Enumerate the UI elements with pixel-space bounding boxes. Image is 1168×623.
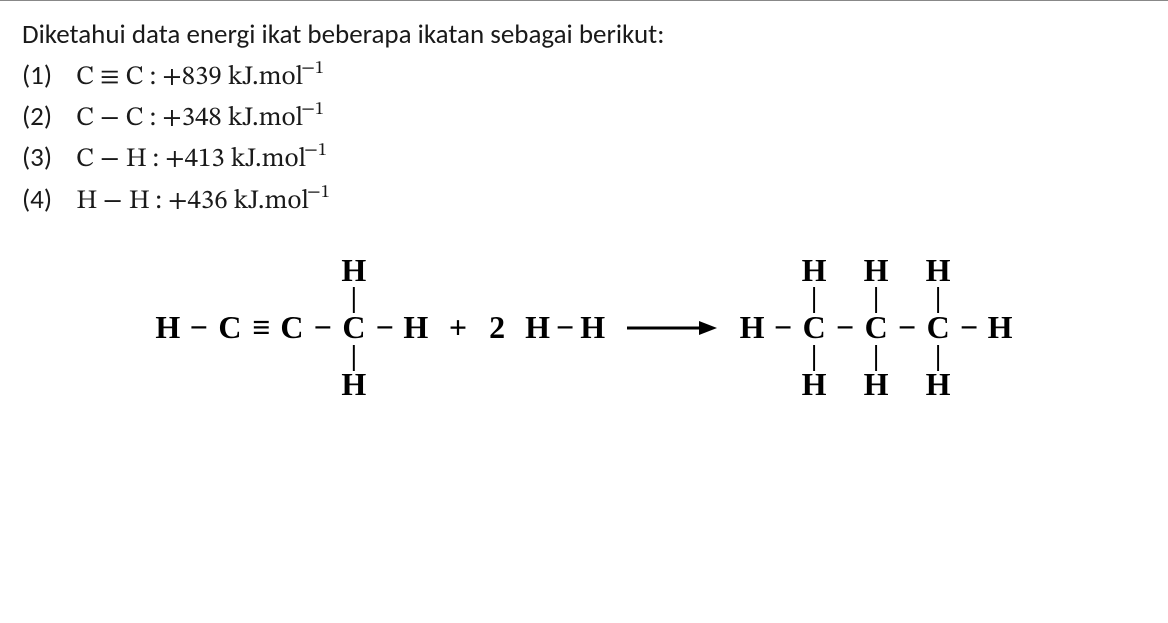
atom-mid: H [155, 309, 180, 347]
atom-b: C [126, 58, 144, 97]
colon: : [150, 99, 157, 138]
hbond-col: − [831, 253, 859, 403]
product-molecule: H−H|C|H−H|C|H−H|C|H−H [735, 253, 1017, 403]
atom-col: C [213, 253, 247, 403]
h-atom: H [580, 309, 605, 346]
atom-a: C [76, 140, 94, 179]
vbond-top: | [351, 289, 357, 309]
atom-b: C [126, 99, 144, 138]
atom-col: H|C|H [797, 253, 831, 403]
atom-col: H [151, 253, 185, 403]
horizontal-bond: − [893, 309, 921, 347]
bond-number: (4) [22, 180, 62, 219]
bond-formula: H−H:+436kJ.mol−1 [76, 181, 330, 221]
bond-symbol: ≡ [100, 58, 119, 97]
atom-mid: H [403, 309, 428, 347]
bond-number: (2) [22, 97, 62, 136]
bond-unit: kJ.mol−1 [228, 57, 324, 97]
bond-number: (3) [22, 138, 62, 177]
horizontal-bond: − [309, 309, 337, 347]
atom-mid: H [740, 309, 765, 347]
atom-col: C [275, 253, 309, 403]
hbond-col: − [185, 253, 213, 403]
bond-symbol: − [103, 182, 122, 221]
vbond-top: | [873, 289, 879, 309]
bond-line: (3) C−H:+413kJ.mol−1 [22, 138, 1146, 179]
atom-col: H [983, 253, 1017, 403]
bond-energy-list: (1)C≡C:+839kJ.mol−1(2)C−C:+348kJ.mol−1(3… [22, 56, 1146, 221]
hbond-col: − [309, 253, 337, 403]
hbond-col: − [769, 253, 797, 403]
vbond-bot: | [873, 347, 879, 367]
bond-formula: C−H:+413kJ.mol−1 [76, 139, 327, 179]
bond-value: +839 [162, 58, 222, 97]
atom-col: H [735, 253, 769, 403]
unit-sup: −1 [301, 60, 324, 78]
atom-mid: C [280, 309, 303, 347]
coefficient-2: 2 [483, 309, 511, 346]
reaction-arrow-icon [627, 319, 717, 337]
single-bond: − [556, 309, 574, 346]
bond-formula: C≡C:+839kJ.mol−1 [76, 57, 324, 97]
bond-unit: kJ.mol−1 [231, 139, 327, 179]
atom-bot: H [341, 367, 366, 403]
colon: : [155, 182, 162, 221]
vbond-bot: | [811, 347, 817, 367]
bond-symbol: − [100, 99, 119, 138]
colon: : [150, 58, 157, 97]
vbond-top: | [935, 289, 941, 309]
atom-col: H|C|H [921, 253, 955, 403]
bond-line: (1) C≡C:+839kJ.mol−1 [22, 56, 1146, 97]
atom-bot: H [926, 367, 951, 403]
hbond-col: − [955, 253, 983, 403]
reaction-wrap: H−C≡C−H|C|H−H + 2 H − H H−H|C|H−H|C|H−H|… [22, 253, 1146, 403]
bond-number: (1) [22, 56, 62, 95]
unit-sup: −1 [307, 184, 330, 202]
vbond-bot: | [935, 347, 941, 367]
atom-bot: H [802, 367, 827, 403]
reactant-molecule: H−C≡C−H|C|H−H [151, 253, 433, 403]
bond-value: +413 [165, 140, 225, 179]
plus-sign: + [443, 309, 473, 346]
bond-unit: kJ.mol−1 [228, 98, 324, 138]
bond-line: (2) C−C:+348kJ.mol−1 [22, 97, 1146, 138]
horizontal-bond: ≡ [247, 309, 275, 347]
atom-b: H [126, 140, 147, 179]
atom-mid: H [988, 309, 1013, 347]
intro-text: Diketahui data energi ikat beberapa ikat… [22, 15, 1146, 54]
bond-unit: kJ.mol−1 [234, 181, 330, 221]
atom-bot: H [864, 367, 889, 403]
atom-b: H [128, 182, 149, 221]
atom-mid: C [218, 309, 241, 347]
atom-a: C [76, 58, 94, 97]
atom-col: H|C|H [859, 253, 893, 403]
vbond-top: | [811, 289, 817, 309]
horizontal-bond: − [371, 309, 399, 347]
hbond-col: ≡ [247, 253, 275, 403]
bond-line: (4) H−H:+436kJ.mol−1 [22, 180, 1146, 221]
colon: : [153, 140, 160, 179]
atom-col: H|C|H [337, 253, 371, 403]
atom-a: C [76, 99, 94, 138]
unit-sup: −1 [301, 101, 324, 119]
hbond-col: − [371, 253, 399, 403]
horizontal-bond: − [769, 309, 797, 347]
bond-symbol: − [100, 140, 119, 179]
bond-value: +348 [162, 99, 222, 138]
bond-value: +436 [168, 182, 228, 221]
atom-a: H [76, 182, 97, 221]
unit-sup: −1 [304, 142, 327, 160]
horizontal-bond: − [831, 309, 859, 347]
horizontal-bond: − [185, 309, 213, 347]
reaction-equation: H−C≡C−H|C|H−H + 2 H − H H−H|C|H−H|C|H−H|… [151, 253, 1017, 403]
h-atom: H [525, 309, 550, 346]
page: Diketahui data energi ikat beberapa ikat… [0, 0, 1168, 623]
hbond-col: − [893, 253, 921, 403]
vbond-bot: | [351, 347, 357, 367]
h2-molecule: H − H [521, 309, 609, 346]
atom-col: H [399, 253, 433, 403]
bond-formula: C−C:+348kJ.mol−1 [76, 98, 324, 138]
horizontal-bond: − [955, 309, 983, 347]
